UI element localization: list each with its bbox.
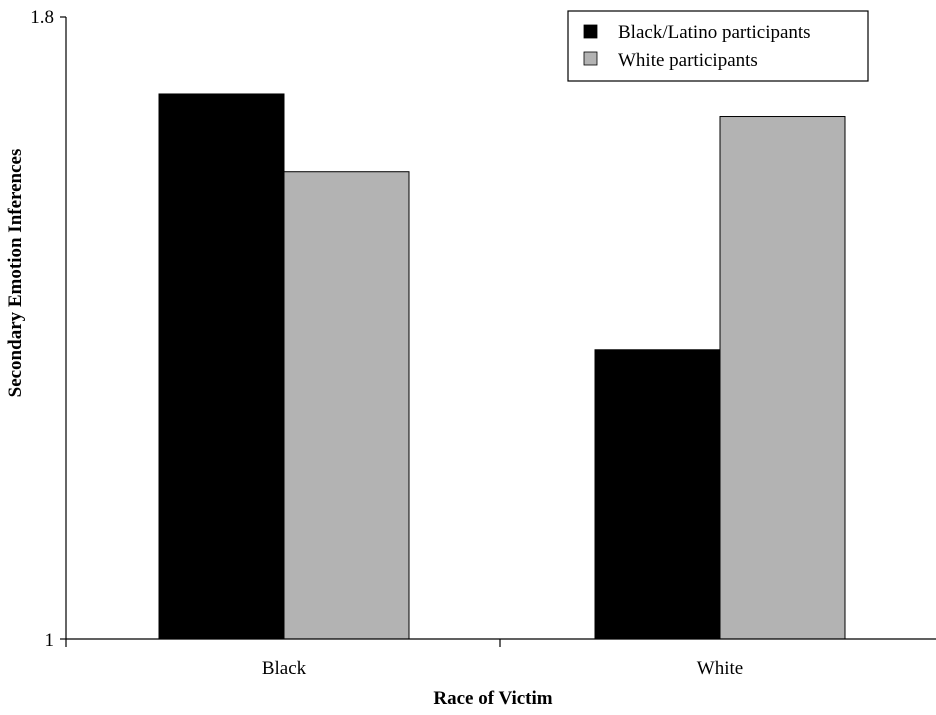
bar-white-participants-black-victim: [283, 171, 410, 640]
x-axis-title: Race of Victim: [433, 688, 552, 709]
bar-white-participants-white-victim: [719, 116, 846, 640]
bars-group: [158, 93, 846, 640]
x-category-label-black: Black: [262, 658, 307, 679]
legend-swatch-white: [583, 51, 598, 66]
legend-swatch-black-latino: [583, 24, 598, 39]
y-axis-title: Secondary Emotion Inferences: [5, 149, 26, 398]
legend: Black/Latino participants White particip…: [567, 10, 869, 82]
legend-label-black-latino: Black/Latino participants: [618, 22, 811, 43]
bar-black-latino-participants-black-victim: [158, 93, 285, 640]
legend-box: [567, 10, 869, 82]
y-tick-label-max: 1.8: [30, 7, 54, 28]
legend-label-white: White participants: [618, 50, 758, 71]
x-category-label-white: White: [697, 658, 743, 679]
y-tick-label-min: 1: [45, 630, 55, 651]
bar-black-latino-participants-white-victim: [594, 349, 721, 640]
